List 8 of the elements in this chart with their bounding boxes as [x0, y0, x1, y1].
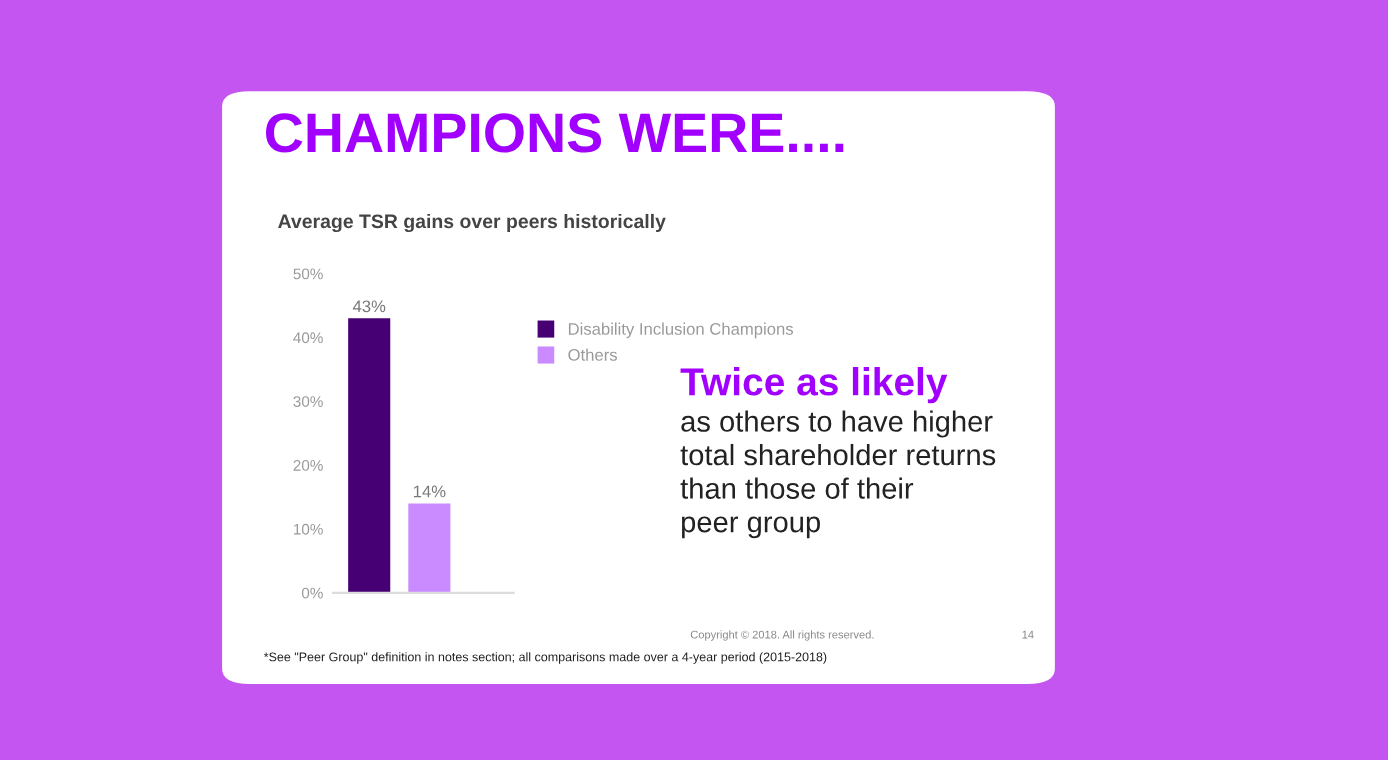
chart-title: CHAMPIONS WERE....: [266, 113, 844, 153]
chart-subtitle: Average TSR gains over peers historically: [278, 213, 666, 233]
data-label: 43%: [352, 300, 386, 313]
text: as others to have higher total shareholder returns than those of their peer group: [680, 410, 996, 539]
legend-label: Others: [568, 348, 617, 361]
text: Twice as likely: [680, 367, 948, 404]
legend-label: Disability Inclusion Champions: [568, 322, 794, 339]
data-label: 14%: [413, 485, 446, 498]
